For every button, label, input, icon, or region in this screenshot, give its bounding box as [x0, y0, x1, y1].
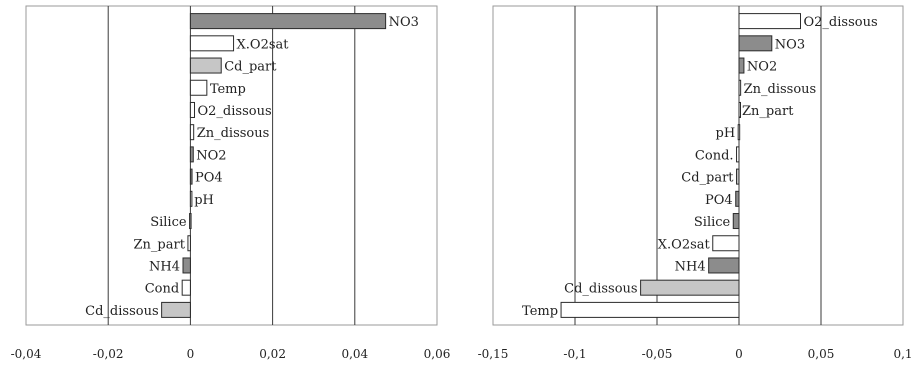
right-x-tick-label: -0,05: [642, 347, 673, 361]
left-bar-silice: [189, 213, 192, 230]
left-bar-label: pH: [194, 193, 214, 208]
right-bar-o2-dissous: [738, 13, 801, 30]
left-x-tick-label: 0,02: [259, 347, 286, 361]
left-x-tick-label: -0,02: [93, 347, 124, 361]
right-bar-silice: [732, 213, 740, 230]
right-bar-label: Cd_part: [681, 171, 734, 186]
left-bar-label: PO4: [195, 171, 223, 186]
right-x-tick-label: 0,1: [893, 347, 912, 361]
right-plot-frame: [492, 5, 904, 326]
left-x-tick-label: -0,04: [11, 347, 42, 361]
left-bar-label: Cd_part: [224, 60, 277, 75]
chart-right: -0,15 -0,1 -0,05 0 0,05 0,1 O2_dissous NO3 NO2 Zn…: [478, 5, 913, 361]
left-bar-zn-dissous: [189, 124, 195, 141]
right-bar-po4: [735, 190, 740, 207]
right-bar-label: Silice: [694, 215, 731, 230]
left-bar-o2-dissous: [189, 101, 196, 118]
left-bar-ph: [189, 190, 193, 207]
right-bar-label: Cd_dissous: [564, 282, 637, 297]
left-bar-label: Cond: [145, 282, 179, 297]
right-bar-cond-: [736, 146, 740, 163]
right-bar-label: Cond.: [695, 148, 734, 163]
left-bar-cond: [181, 279, 191, 296]
right-bar-no3: [738, 35, 773, 52]
right-bar-label: NO2: [747, 60, 777, 75]
right-bar-label: pH: [716, 126, 736, 141]
right-bar-label: Zn_part: [742, 104, 794, 119]
right-bar-label: PO4: [705, 193, 733, 208]
left-bar-label: Silice: [150, 215, 187, 230]
left-bar-no2: [189, 146, 194, 163]
right-x-tick-label: 0: [735, 347, 743, 361]
right-x-tick-label: -0,1: [563, 347, 586, 361]
left-bar-po4: [189, 168, 193, 185]
right-bar-zn-part: [738, 101, 741, 118]
right-x-tick-label: 0,05: [808, 347, 835, 361]
left-bar-label: NO3: [389, 15, 419, 30]
right-bar-cd-dissous: [640, 279, 740, 296]
left-bar-cd-part: [189, 57, 222, 74]
left-x-tick-label: 0: [187, 347, 195, 361]
left-bar-zn-part: [187, 235, 191, 252]
left-plot-frame: [25, 5, 438, 326]
left-bar-label: O2_dissous: [198, 104, 272, 119]
left-bar-label: Temp: [210, 82, 246, 97]
right-bar-label: NH4: [675, 259, 706, 274]
right-x-tick-label: -0,15: [478, 347, 509, 361]
right-bar-label: O2_dissous: [804, 15, 878, 30]
left-bar-cd-dissous: [161, 301, 191, 318]
left-bar-label: NH4: [149, 259, 180, 274]
left-x-tick-label: 0,04: [341, 347, 368, 361]
left-bar-label: Zn_dissous: [197, 126, 270, 141]
left-bar-label: Cd_dissous: [85, 304, 158, 319]
left-bar-nh4: [182, 257, 191, 274]
right-bar-label: NO3: [775, 37, 805, 52]
right-bar-label: Temp: [522, 304, 558, 319]
right-bar-label: X.O2sat: [658, 237, 711, 252]
right-bar-label: Zn_dissous: [744, 82, 817, 97]
left-bar-label: X.O2sat: [237, 37, 290, 52]
left-bar-x-o2sat: [189, 35, 235, 52]
right-bar-no2: [738, 57, 745, 74]
left-bar-temp: [189, 79, 208, 96]
left-x-tick-label: 0,06: [424, 347, 451, 361]
chart-left: -0,04 -0,02 0 0,02 0,04 0,06 NO3 X.O2sat Cd_part…: [11, 5, 451, 361]
right-bar-cd-part: [736, 168, 740, 185]
left-bar-no3: [189, 13, 387, 30]
right-bar-temp: [560, 301, 740, 318]
left-bar-label: NO2: [196, 148, 226, 163]
right-bar-zn-dissous: [738, 79, 742, 96]
right-bar-ph: [737, 124, 741, 141]
right-bar-x-o2sat: [712, 235, 740, 252]
right-bar-nh4: [708, 257, 740, 274]
left-bar-label: Zn_part: [134, 237, 186, 252]
